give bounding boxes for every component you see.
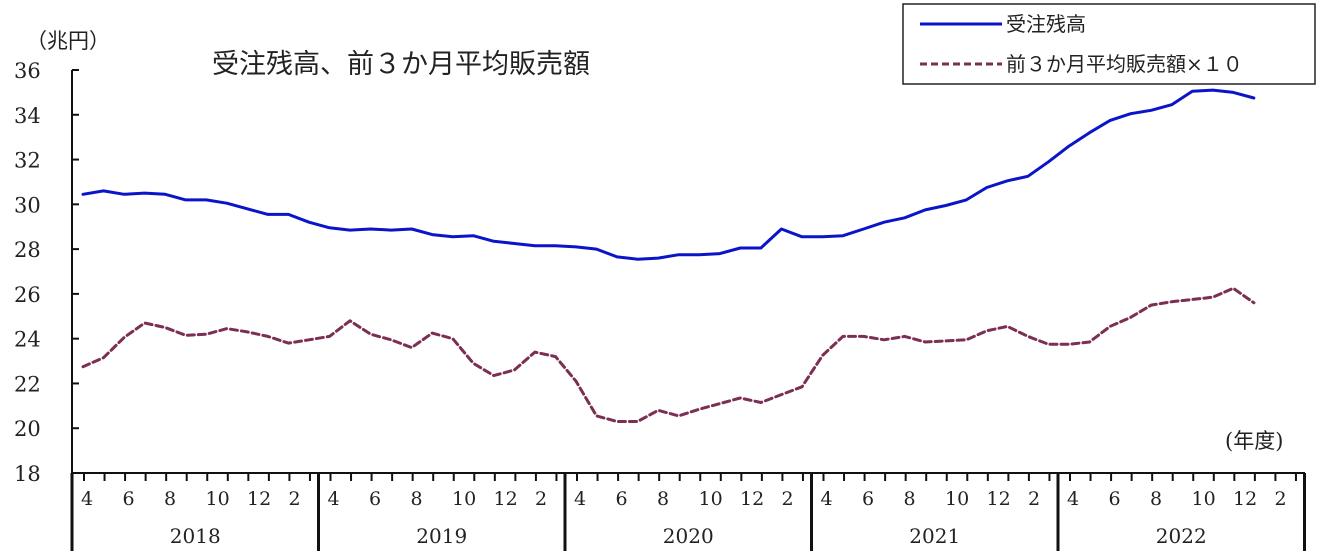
x-month-label: 6 bbox=[123, 488, 135, 510]
y-axis-unit: （兆円） bbox=[26, 29, 110, 53]
series-line-avg-sales bbox=[81, 286, 1256, 423]
y-tick-label: 30 bbox=[14, 193, 41, 217]
x-month-label: 4 bbox=[81, 488, 93, 510]
x-month-label: 4 bbox=[328, 488, 340, 510]
x-month-label: 8 bbox=[904, 488, 916, 510]
x-month-label: 2 bbox=[1275, 488, 1287, 510]
x-month-label: 12 bbox=[740, 488, 764, 510]
x-month-label: 2 bbox=[782, 488, 794, 510]
x-month-label: 2 bbox=[1028, 488, 1040, 510]
x-month-label: 6 bbox=[616, 488, 628, 510]
x-year-label: 2018 bbox=[170, 524, 221, 548]
x-month-label: 6 bbox=[369, 488, 381, 510]
x-year-label: 2022 bbox=[1156, 524, 1207, 548]
x-month-label: 6 bbox=[862, 488, 874, 510]
x-month-label: 12 bbox=[987, 488, 1011, 510]
x-month-label: 10 bbox=[945, 488, 969, 510]
y-tick-label: 22 bbox=[14, 372, 41, 396]
x-month-label: 8 bbox=[1150, 488, 1162, 510]
x-month-label: 10 bbox=[1192, 488, 1216, 510]
y-tick-label: 24 bbox=[14, 328, 41, 352]
x-month-label: 2 bbox=[289, 488, 301, 510]
series-line-order-backlog bbox=[81, 88, 1256, 261]
x-year-label: 2020 bbox=[663, 524, 714, 548]
x-month-label: 6 bbox=[1109, 488, 1121, 510]
y-tick-label: 34 bbox=[14, 104, 41, 128]
y-tick-label: 36 bbox=[14, 59, 41, 83]
legend-box bbox=[902, 3, 1316, 85]
y-tick-label: 32 bbox=[14, 149, 41, 173]
chart-title: 受注残高、前３か月平均販売額 bbox=[212, 49, 590, 80]
x-month-label: 10 bbox=[206, 488, 230, 510]
x-month-label: 4 bbox=[821, 488, 833, 510]
x-year-label: 2019 bbox=[416, 524, 467, 548]
x-month-label: 10 bbox=[452, 488, 476, 510]
y-tick-label: 18 bbox=[14, 462, 41, 486]
x-month-label: 4 bbox=[1067, 488, 1079, 510]
legend: 受注残高 前３か月平均販売額×１０ bbox=[902, 3, 1316, 85]
x-month-label: 8 bbox=[657, 488, 669, 510]
x-month-label: 12 bbox=[247, 488, 271, 510]
x-month-label: 12 bbox=[494, 488, 518, 510]
x-month-label: 8 bbox=[164, 488, 176, 510]
legend-label-avg-sales: 前３か月平均販売額×１０ bbox=[1006, 52, 1243, 76]
x-month-label: 2 bbox=[535, 488, 547, 510]
x-month-label: 4 bbox=[574, 488, 586, 510]
x-month-label: 12 bbox=[1233, 488, 1257, 510]
x-month-label: 10 bbox=[699, 488, 723, 510]
y-tick-label: 28 bbox=[14, 238, 41, 262]
legend-label-order-backlog: 受注残高 bbox=[1006, 12, 1086, 36]
x-month-label: 8 bbox=[411, 488, 423, 510]
y-tick-label: 20 bbox=[14, 417, 41, 441]
x-axis-unit: (年度) bbox=[1225, 429, 1283, 453]
y-tick-label: 26 bbox=[14, 283, 41, 307]
x-year-label: 2021 bbox=[909, 524, 960, 548]
